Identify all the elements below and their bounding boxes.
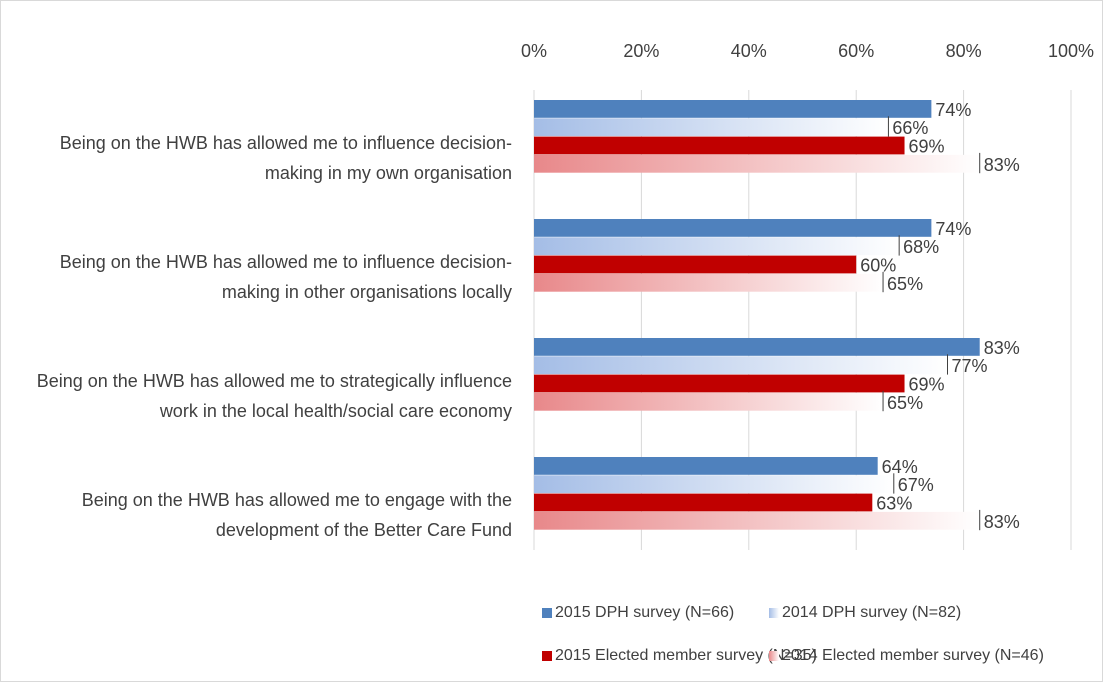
bar [534,374,905,393]
legend-label: 2014 Elected member survey (N=46) [782,647,1044,664]
data-label: 65% [887,393,923,413]
bar [534,475,894,494]
legend-label: 2015 DPH survey (N=66) [555,604,734,621]
bar [534,136,905,155]
data-label: 63% [876,494,912,514]
bar [534,511,980,530]
category-label: Being on the HWB has allowed me to influ… [59,251,512,302]
data-label: 60% [860,256,896,276]
data-label: 66% [892,118,928,138]
bar [534,356,948,375]
bar [534,255,857,274]
bar [534,338,980,356]
data-label: 77% [951,356,987,376]
data-label: 69% [909,137,945,157]
data-label: 68% [903,237,939,257]
data-label: 64% [882,457,918,477]
legend-swatch [542,608,552,618]
legend-swatch [542,651,552,661]
category-label: Being on the HWB has allowed me to engag… [81,489,512,540]
bar [534,273,884,292]
bar [534,392,884,411]
legend-swatch [769,608,779,618]
x-tick-label: 80% [946,41,982,61]
bar [534,219,932,237]
data-label: 69% [909,375,945,395]
bar [534,237,900,256]
legend-swatch [769,651,779,661]
bar [534,457,878,475]
data-label: 74% [935,100,971,120]
data-label: 67% [898,475,934,495]
bar [534,154,980,173]
data-label: 65% [887,274,923,294]
data-label: 83% [984,512,1020,532]
x-tick-label: 100% [1048,41,1094,61]
bar [534,100,932,118]
x-tick-label: 0% [521,41,547,61]
x-tick-label: 60% [838,41,874,61]
x-tick-label: 40% [731,41,767,61]
category-label: Being on the HWB has allowed me to influ… [59,132,512,183]
bar [534,493,873,512]
data-label: 74% [935,219,971,239]
bar [534,118,889,137]
legend-label: 2015 Elected member survey (N=35) [555,647,817,664]
legend-label: 2014 DPH survey (N=82) [782,604,961,621]
data-label: 83% [984,155,1020,175]
category-label: Being on the HWB has allowed me to strat… [36,370,512,421]
data-label: 83% [984,338,1020,358]
x-tick-label: 20% [623,41,659,61]
